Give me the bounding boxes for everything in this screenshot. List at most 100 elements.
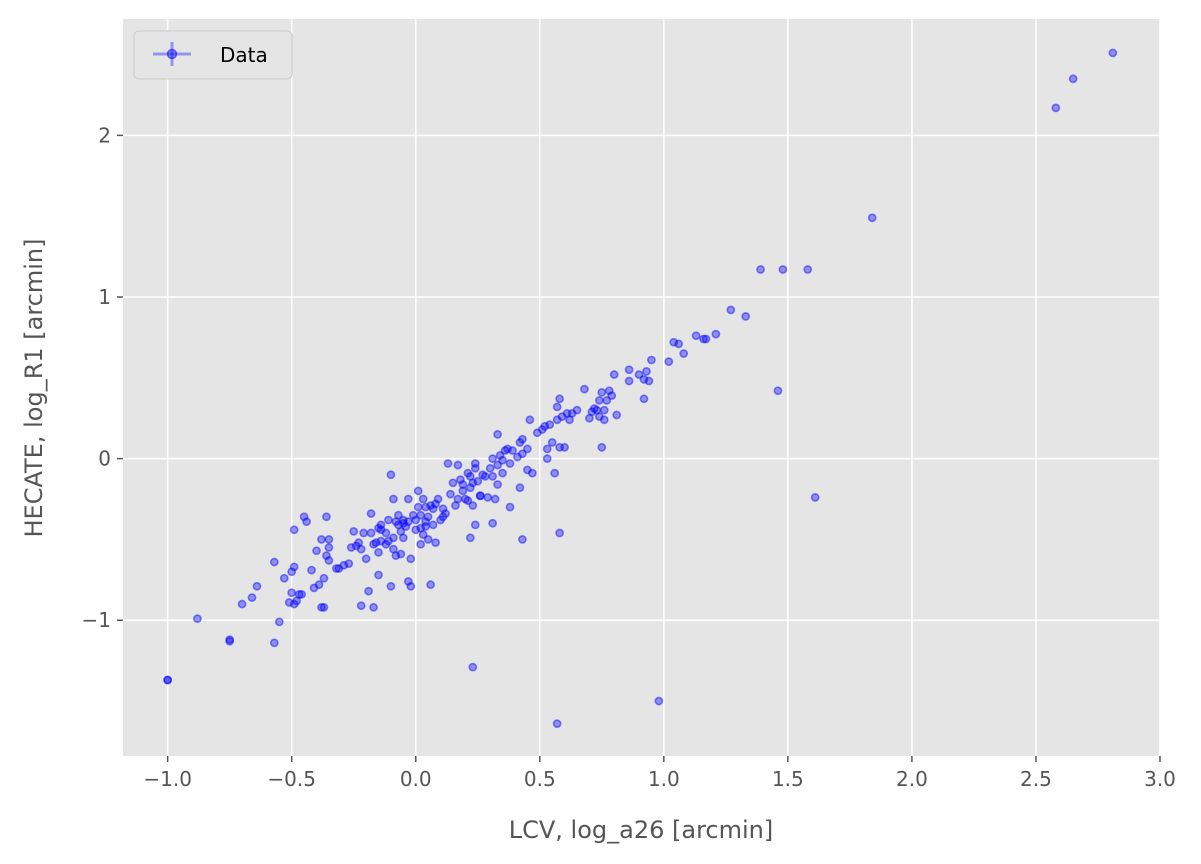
data-point: [423, 512, 433, 522]
data-point: [433, 494, 443, 504]
data-point: [279, 573, 289, 583]
data-point: [393, 510, 403, 520]
data-point: [498, 468, 507, 478]
data-point: [381, 528, 391, 538]
data-point: [401, 522, 411, 531]
data-point: [356, 544, 366, 554]
data-point: [374, 523, 383, 533]
data-point: [334, 564, 344, 573]
data-point: [475, 491, 485, 501]
data-point: [669, 337, 679, 347]
legend: Data: [133, 30, 293, 80]
data-point: [386, 470, 396, 480]
data-point: [587, 407, 597, 417]
data-point: [490, 494, 500, 504]
data-point: [599, 415, 609, 425]
data-point: [354, 538, 364, 548]
data-point: [446, 489, 455, 499]
data-point: [562, 408, 572, 418]
data-point: [376, 525, 386, 535]
data-point: [421, 522, 431, 531]
data-point: [428, 520, 438, 530]
data-point: [597, 442, 607, 452]
data-point: [647, 355, 656, 365]
data-point: [274, 617, 284, 627]
data-point: [639, 375, 649, 384]
data-point: [542, 444, 552, 454]
data-point: [599, 405, 609, 415]
data-point: [359, 528, 369, 538]
data-point: [307, 565, 316, 575]
data-point: [426, 501, 436, 510]
data-point: [411, 515, 421, 525]
data-point: [455, 475, 465, 485]
data-point: [500, 446, 510, 455]
data-point: [465, 533, 475, 543]
data-point: [302, 517, 311, 527]
data-point: [473, 476, 483, 486]
data-point: [493, 429, 503, 439]
data-point: [269, 638, 279, 648]
data-point: [1068, 74, 1078, 84]
data-point: [594, 412, 604, 421]
data-point: [453, 494, 463, 504]
data-point: [460, 494, 470, 504]
data-point: [349, 526, 359, 536]
data-point: [438, 512, 448, 522]
data-point: [597, 387, 607, 397]
data-point: [674, 339, 684, 349]
data-point: [542, 454, 552, 464]
data-point: [552, 415, 562, 425]
data-point: [443, 459, 453, 468]
y-tick-label: −1: [82, 608, 111, 632]
data-point: [431, 499, 440, 509]
data-point: [406, 581, 416, 591]
x-tick-label: 1.5: [772, 767, 804, 791]
data-point: [346, 543, 356, 552]
data-point: [252, 581, 262, 591]
data-point: [458, 486, 468, 496]
data-point: [810, 493, 820, 502]
data-point: [547, 438, 557, 447]
data-point: [163, 675, 173, 685]
data-point: [609, 370, 619, 379]
data-point: [317, 602, 326, 612]
data-points: [163, 48, 1118, 729]
data-point: [555, 528, 565, 538]
data-point: [550, 468, 560, 478]
data-point: [287, 588, 297, 598]
data-point: [451, 501, 460, 510]
data-point: [515, 438, 525, 447]
data-point: [324, 543, 334, 552]
data-point: [453, 460, 463, 470]
data-point: [441, 509, 450, 518]
data-point: [225, 636, 235, 646]
data-point: [773, 386, 783, 396]
data-point: [508, 446, 517, 455]
data-point: [398, 515, 408, 525]
data-point: [411, 525, 421, 535]
data-point: [319, 573, 329, 583]
data-point: [607, 391, 617, 400]
data-point: [778, 265, 788, 274]
data-point: [374, 547, 383, 557]
data-point: [351, 541, 361, 551]
data-point: [691, 331, 701, 341]
x-tick-label: 3.0: [1144, 767, 1176, 791]
data-point: [567, 408, 577, 418]
data-point: [289, 599, 299, 609]
data-point: [505, 459, 515, 468]
data-point: [458, 480, 468, 489]
data-point: [369, 539, 378, 549]
data-point: [463, 496, 473, 506]
data-point: [604, 386, 614, 396]
data-point: [475, 491, 485, 501]
data-point: [612, 410, 622, 420]
data-point: [384, 515, 393, 525]
x-tick-label: −0.5: [267, 767, 316, 791]
data-point: [361, 554, 371, 564]
data-point: [416, 510, 426, 520]
data-point: [498, 455, 507, 465]
data-point: [518, 434, 527, 444]
